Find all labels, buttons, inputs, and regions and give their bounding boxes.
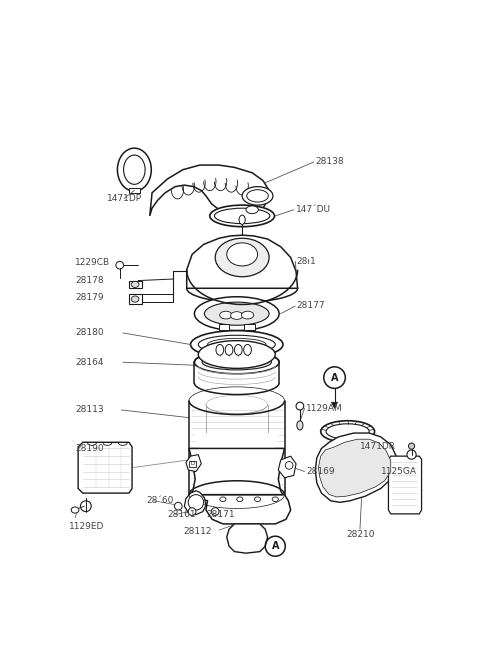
Ellipse shape (194, 297, 279, 330)
Text: 1229CB: 1229CB (75, 258, 110, 267)
Text: 28138: 28138 (315, 158, 344, 166)
Text: A: A (272, 541, 279, 551)
Ellipse shape (225, 344, 233, 355)
Polygon shape (219, 324, 229, 330)
Polygon shape (78, 442, 132, 493)
Ellipse shape (131, 296, 139, 302)
Polygon shape (332, 402, 337, 409)
Ellipse shape (234, 344, 242, 355)
Ellipse shape (297, 420, 303, 430)
Text: 1471DR: 1471DR (360, 442, 396, 451)
Ellipse shape (247, 190, 268, 202)
Text: 28169: 28169 (306, 467, 335, 476)
Ellipse shape (241, 311, 254, 319)
Polygon shape (129, 294, 142, 304)
Polygon shape (278, 456, 296, 478)
Polygon shape (227, 524, 267, 553)
Ellipse shape (71, 507, 79, 513)
Ellipse shape (220, 311, 232, 319)
Ellipse shape (321, 420, 374, 442)
Polygon shape (315, 433, 396, 503)
Ellipse shape (272, 497, 278, 501)
Polygon shape (388, 456, 421, 514)
Polygon shape (184, 491, 206, 514)
Ellipse shape (198, 335, 275, 353)
Text: 28112: 28112 (183, 527, 211, 536)
Polygon shape (194, 433, 279, 449)
Polygon shape (186, 455, 201, 472)
Polygon shape (189, 461, 196, 467)
Polygon shape (150, 165, 269, 216)
Polygon shape (189, 401, 285, 495)
Ellipse shape (215, 208, 270, 223)
Polygon shape (188, 495, 291, 524)
Ellipse shape (296, 402, 304, 410)
Text: 28ı1: 28ı1 (297, 257, 317, 266)
Text: 28180: 28180 (75, 328, 104, 338)
Ellipse shape (227, 243, 258, 266)
Ellipse shape (198, 340, 275, 369)
Ellipse shape (244, 344, 252, 355)
Ellipse shape (202, 355, 271, 370)
Ellipse shape (81, 501, 91, 512)
Ellipse shape (216, 344, 224, 355)
Text: 28113: 28113 (75, 405, 104, 415)
Ellipse shape (187, 275, 298, 302)
Text: 28164: 28164 (75, 357, 104, 367)
Ellipse shape (215, 238, 269, 277)
Text: 28177: 28177 (297, 302, 325, 311)
Text: A: A (331, 373, 338, 382)
Polygon shape (129, 188, 140, 193)
Ellipse shape (188, 495, 204, 510)
Text: 147´DU: 147´DU (296, 205, 331, 214)
Ellipse shape (242, 187, 273, 205)
Ellipse shape (211, 508, 219, 516)
Text: D: D (191, 461, 194, 466)
Text: 1129AM: 1129AM (306, 404, 343, 413)
Ellipse shape (220, 497, 226, 501)
Text: 28179: 28179 (75, 293, 104, 302)
Text: 28178: 28178 (75, 276, 104, 285)
Ellipse shape (285, 461, 293, 469)
Ellipse shape (194, 351, 279, 374)
Polygon shape (129, 281, 142, 288)
Polygon shape (187, 235, 298, 288)
Text: 1129ED: 1129ED (69, 522, 104, 532)
Polygon shape (189, 449, 285, 495)
Text: 1471DP: 1471DP (108, 194, 143, 203)
Ellipse shape (246, 206, 258, 214)
Ellipse shape (239, 215, 245, 225)
Text: 1125GA: 1125GA (381, 467, 417, 476)
Ellipse shape (118, 148, 151, 191)
Polygon shape (318, 439, 391, 497)
Ellipse shape (326, 424, 369, 439)
Text: 28190: 28190 (75, 444, 104, 453)
Ellipse shape (230, 311, 243, 319)
Polygon shape (244, 324, 255, 330)
Text: 28161: 28161 (168, 510, 196, 519)
Ellipse shape (116, 261, 123, 269)
Ellipse shape (123, 155, 145, 185)
Ellipse shape (207, 338, 266, 351)
Text: 28171: 28171 (206, 510, 235, 519)
Ellipse shape (407, 450, 416, 459)
Ellipse shape (254, 497, 261, 501)
Ellipse shape (204, 302, 269, 325)
Ellipse shape (188, 508, 196, 516)
Ellipse shape (408, 443, 415, 449)
Ellipse shape (210, 205, 275, 227)
Ellipse shape (237, 497, 243, 501)
Ellipse shape (191, 330, 283, 358)
Polygon shape (196, 362, 279, 402)
Ellipse shape (131, 281, 139, 288)
Ellipse shape (174, 503, 182, 510)
Text: 28210: 28210 (346, 530, 374, 539)
Text: 28´60: 28´60 (146, 496, 173, 505)
